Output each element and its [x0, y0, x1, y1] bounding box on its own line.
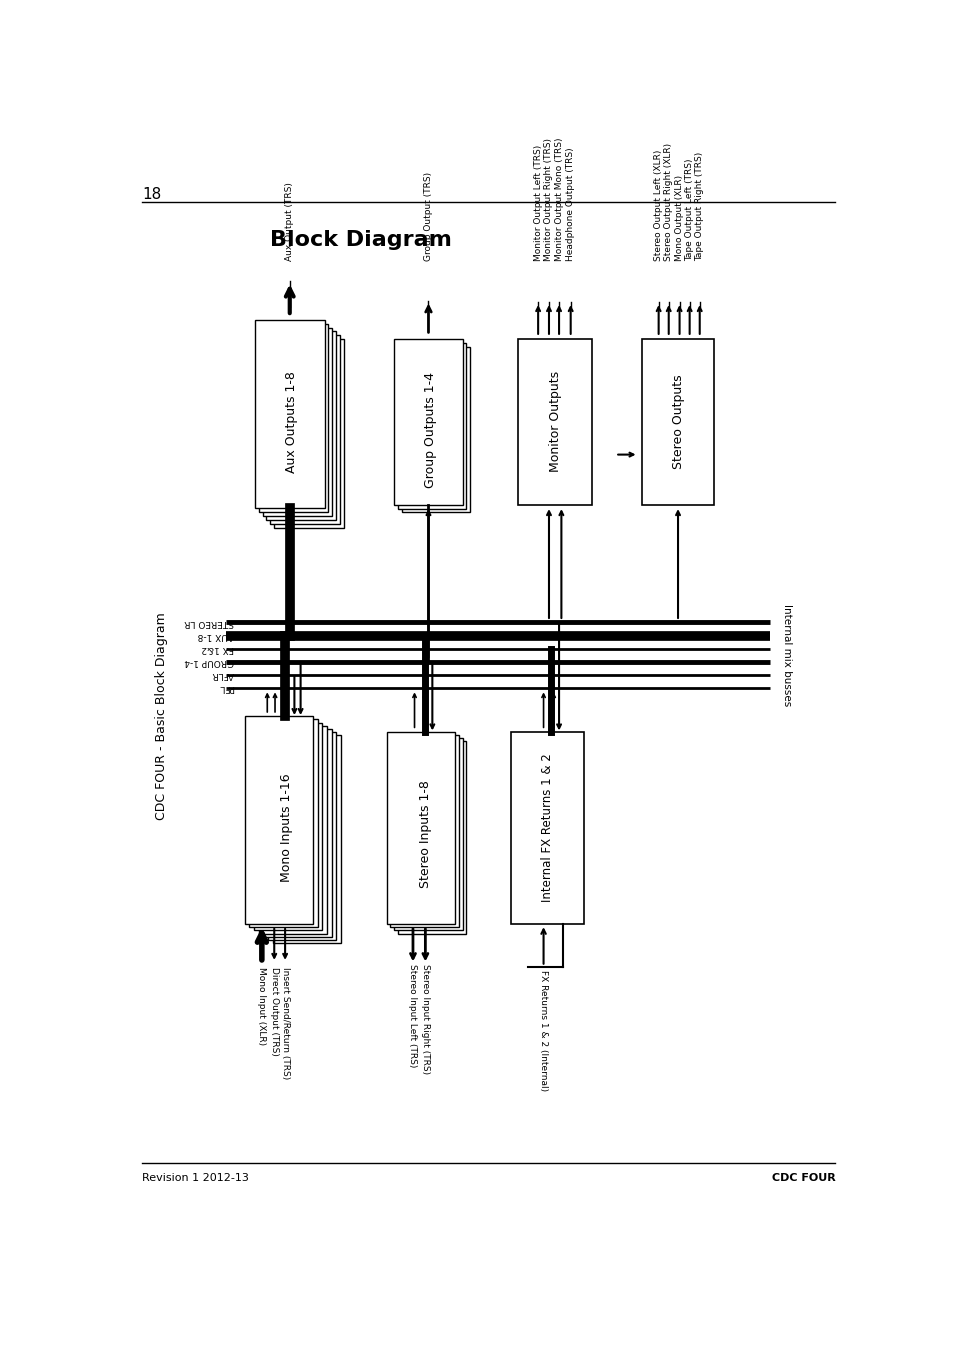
Text: Headphone Output (TRS): Headphone Output (TRS)	[565, 147, 575, 261]
Bar	[402, 347, 470, 513]
Bar	[258, 726, 327, 934]
Bar	[268, 732, 335, 940]
Text: Revision 1 2012-13: Revision 1 2012-13	[142, 1173, 249, 1184]
Bar	[390, 734, 458, 927]
Text: Stereo Input Right (TRS): Stereo Input Right (TRS)	[420, 964, 430, 1075]
Bar	[517, 339, 592, 505]
Text: Monitor Output Left (TRS): Monitor Output Left (TRS)	[533, 144, 542, 261]
Text: AFLR: AFLR	[212, 671, 233, 679]
Text: Tape Output Right (TRS): Tape Output Right (TRS)	[695, 151, 703, 261]
Text: GROUP 1-4: GROUP 1-4	[184, 657, 233, 667]
Bar	[245, 717, 313, 925]
Text: Internal mix busses: Internal mix busses	[781, 603, 791, 706]
Bar	[249, 720, 317, 927]
Bar	[254, 320, 324, 509]
Text: Tape Output Left (TRS): Tape Output Left (TRS)	[684, 158, 694, 261]
Text: Monitor Output Mono (TRS): Monitor Output Mono (TRS)	[554, 138, 563, 261]
Bar	[258, 324, 328, 513]
Text: Mono Inputs 1-16: Mono Inputs 1-16	[280, 774, 293, 883]
Text: Mono Output (XLR): Mono Output (XLR)	[675, 174, 683, 261]
Bar	[394, 339, 462, 505]
Text: Stereo Input Left (TRS): Stereo Input Left (TRS)	[408, 964, 417, 1068]
Text: Aux Outputs 1-8: Aux Outputs 1-8	[285, 371, 297, 472]
Bar	[397, 343, 466, 509]
Bar	[394, 738, 462, 930]
Bar	[397, 741, 466, 934]
Text: FX 1&2: FX 1&2	[201, 644, 233, 653]
Text: Block Diagram: Block Diagram	[270, 230, 452, 250]
Text: Mono Input (XLR): Mono Input (XLR)	[257, 967, 266, 1045]
Bar	[641, 339, 713, 505]
Bar	[510, 732, 583, 925]
Text: Internal FX Returns 1 & 2: Internal FX Returns 1 & 2	[540, 753, 554, 902]
Bar	[266, 331, 335, 520]
Text: CDC FOUR: CDC FOUR	[771, 1173, 835, 1184]
Text: CDC FOUR - Basic Block Diagram: CDC FOUR - Basic Block Diagram	[155, 613, 168, 821]
Text: AUX 1-8: AUX 1-8	[197, 630, 233, 640]
Text: Stereo Output Right (XLR): Stereo Output Right (XLR)	[663, 143, 673, 261]
Text: PFL: PFL	[218, 683, 233, 693]
Text: Insert Send/Return (TRS): Insert Send/Return (TRS)	[280, 967, 290, 1079]
Bar	[274, 339, 344, 528]
Bar	[262, 328, 332, 516]
Text: Direct Output (TRS): Direct Output (TRS)	[270, 967, 278, 1056]
Text: FX Returns 1 & 2 (Internal): FX Returns 1 & 2 (Internal)	[538, 971, 547, 1092]
Text: Group Outputs 1-4: Group Outputs 1-4	[423, 371, 436, 487]
Text: Stereo Output Left (XLR): Stereo Output Left (XLR)	[654, 150, 662, 261]
Text: Group Output (TRS): Group Output (TRS)	[423, 171, 433, 261]
Bar	[253, 722, 322, 930]
Text: STEREO LR: STEREO LR	[184, 618, 233, 626]
Bar	[273, 734, 340, 942]
Text: Stereo Inputs 1-8: Stereo Inputs 1-8	[418, 780, 432, 888]
Text: 18: 18	[142, 186, 162, 201]
Text: Monitor Output Right (TRS): Monitor Output Right (TRS)	[544, 138, 553, 261]
Text: Monitor Outputs: Monitor Outputs	[548, 371, 561, 472]
Bar	[263, 729, 332, 937]
Text: Aux Output (TRS): Aux Output (TRS)	[285, 182, 294, 261]
Text: Stereo Outputs: Stereo Outputs	[671, 374, 684, 470]
Bar	[270, 335, 340, 524]
Bar	[386, 732, 455, 925]
